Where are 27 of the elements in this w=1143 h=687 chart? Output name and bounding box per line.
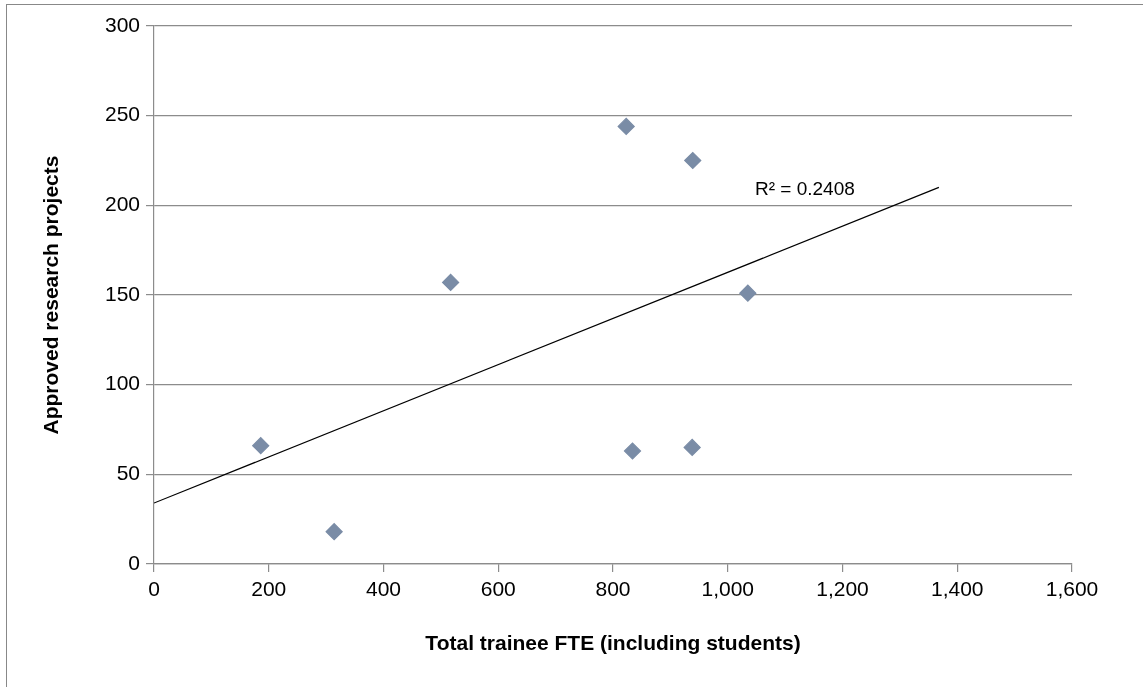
point (739, 284, 757, 302)
x-tick-label: 0 (148, 577, 160, 601)
point (617, 117, 635, 136)
x-tick-label: 1,600 (1045, 577, 1099, 601)
x-tick-label: 1,400 (930, 577, 984, 601)
y-tick-label: 0 (128, 550, 140, 574)
y-tick-label: 50 (116, 461, 140, 485)
y-axis-title: Approved research projects (39, 155, 63, 435)
x-tick-label: 1,200 (816, 577, 869, 601)
point (684, 151, 702, 170)
point (683, 438, 701, 457)
y-tick-label: 200 (104, 192, 140, 216)
x-axis-title: Total trainee FTE (including students) (425, 631, 801, 655)
annotation: R² = 0.2408 (754, 178, 855, 200)
point (623, 442, 642, 460)
y-tick-label: 250 (104, 102, 140, 126)
point (325, 523, 343, 541)
point (252, 437, 270, 455)
y-tick-label: 100 (104, 371, 140, 395)
x-tick-label: 600 (480, 577, 516, 601)
x-tick-label: 200 (251, 577, 287, 601)
y-tick-label: 300 (104, 12, 140, 36)
x-tick-label: 400 (365, 577, 402, 601)
x-tick-label: 800 (595, 577, 631, 601)
x-tick-label: 1,000 (701, 577, 755, 601)
point (442, 273, 460, 292)
y-tick-label: 150 (104, 281, 140, 305)
